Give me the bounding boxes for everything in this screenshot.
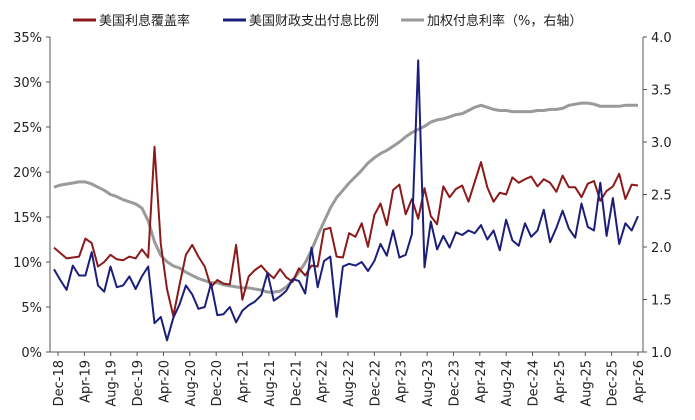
x-tick-label: Aug-22 — [342, 360, 357, 407]
legend-label-interest-expense-ratio: 美国财政支出付息比例 — [249, 13, 379, 29]
left-tick-label: 20% — [13, 166, 42, 181]
x-tick-label: Dec-20 — [210, 360, 225, 406]
legend-label-interest-coverage: 美国利息覆盖率 — [99, 13, 190, 29]
x-tick-label: Apr-23 — [395, 360, 410, 403]
series-interest-coverage — [53, 145, 639, 317]
left-tick-label: 15% — [13, 211, 42, 226]
x-tick-label: Apr-22 — [316, 360, 331, 403]
right-tick-label: 3.5 — [651, 84, 672, 99]
right-tick-label: 1.0 — [651, 346, 672, 361]
x-tick-label: Dec-24 — [527, 360, 542, 406]
x-tick-label: Apr-21 — [237, 360, 252, 403]
x-tick-label: Dec-19 — [131, 360, 146, 406]
x-tick-label: Dec-18 — [52, 360, 67, 406]
right-tick-label: 3.0 — [651, 136, 672, 151]
axes: 0% 5% 10% 15% 20% 25% 30% 35% 1.0 1.5 2.0 2.5 3.0 3.5… — [13, 31, 672, 407]
x-tick-label: Aug-25 — [579, 360, 594, 407]
left-tick-label: 25% — [13, 121, 42, 136]
x-tick-label: Dec-23 — [447, 360, 462, 406]
x-tick-label: Dec-25 — [606, 360, 621, 406]
x-tick-label: Aug-23 — [421, 360, 436, 407]
left-tick-label: 10% — [13, 256, 42, 271]
left-tick-label: 30% — [13, 76, 42, 91]
left-tick-label: 0% — [21, 346, 42, 361]
series — [53, 59, 639, 342]
x-tick-label: Apr-24 — [474, 360, 489, 403]
x-tick-label: Aug-24 — [500, 360, 515, 407]
x-tick-label: Apr-20 — [157, 360, 172, 403]
x-tick-label: Dec-22 — [368, 360, 383, 406]
right-tick-label: 2.5 — [651, 189, 672, 204]
right-tick-label: 2.0 — [651, 241, 672, 256]
x-tick-label: Aug-19 — [105, 360, 120, 407]
series-weighted-rate — [53, 101, 638, 294]
right-tick-label: 4.0 — [651, 31, 672, 46]
right-tick-label: 1.5 — [651, 294, 672, 309]
legend: 美国利息覆盖率 美国财政支出付息比例 加权付息利率（%，右轴） — [73, 13, 582, 29]
legend-label-weighted-rate: 加权付息利率（%，右轴） — [427, 13, 582, 29]
x-tick-label: Aug-21 — [263, 360, 278, 407]
left-tick-label: 5% — [21, 301, 42, 316]
x-tick-label: Dec-21 — [289, 360, 304, 406]
x-tick-label: Apr-25 — [553, 360, 568, 403]
series-interest-expense-ratio — [53, 59, 639, 342]
x-tick-label: Aug-20 — [184, 360, 199, 407]
x-tick-label: Apr-19 — [78, 360, 93, 403]
left-tick-label: 35% — [13, 31, 42, 46]
x-tick-label: Apr-26 — [632, 360, 647, 403]
